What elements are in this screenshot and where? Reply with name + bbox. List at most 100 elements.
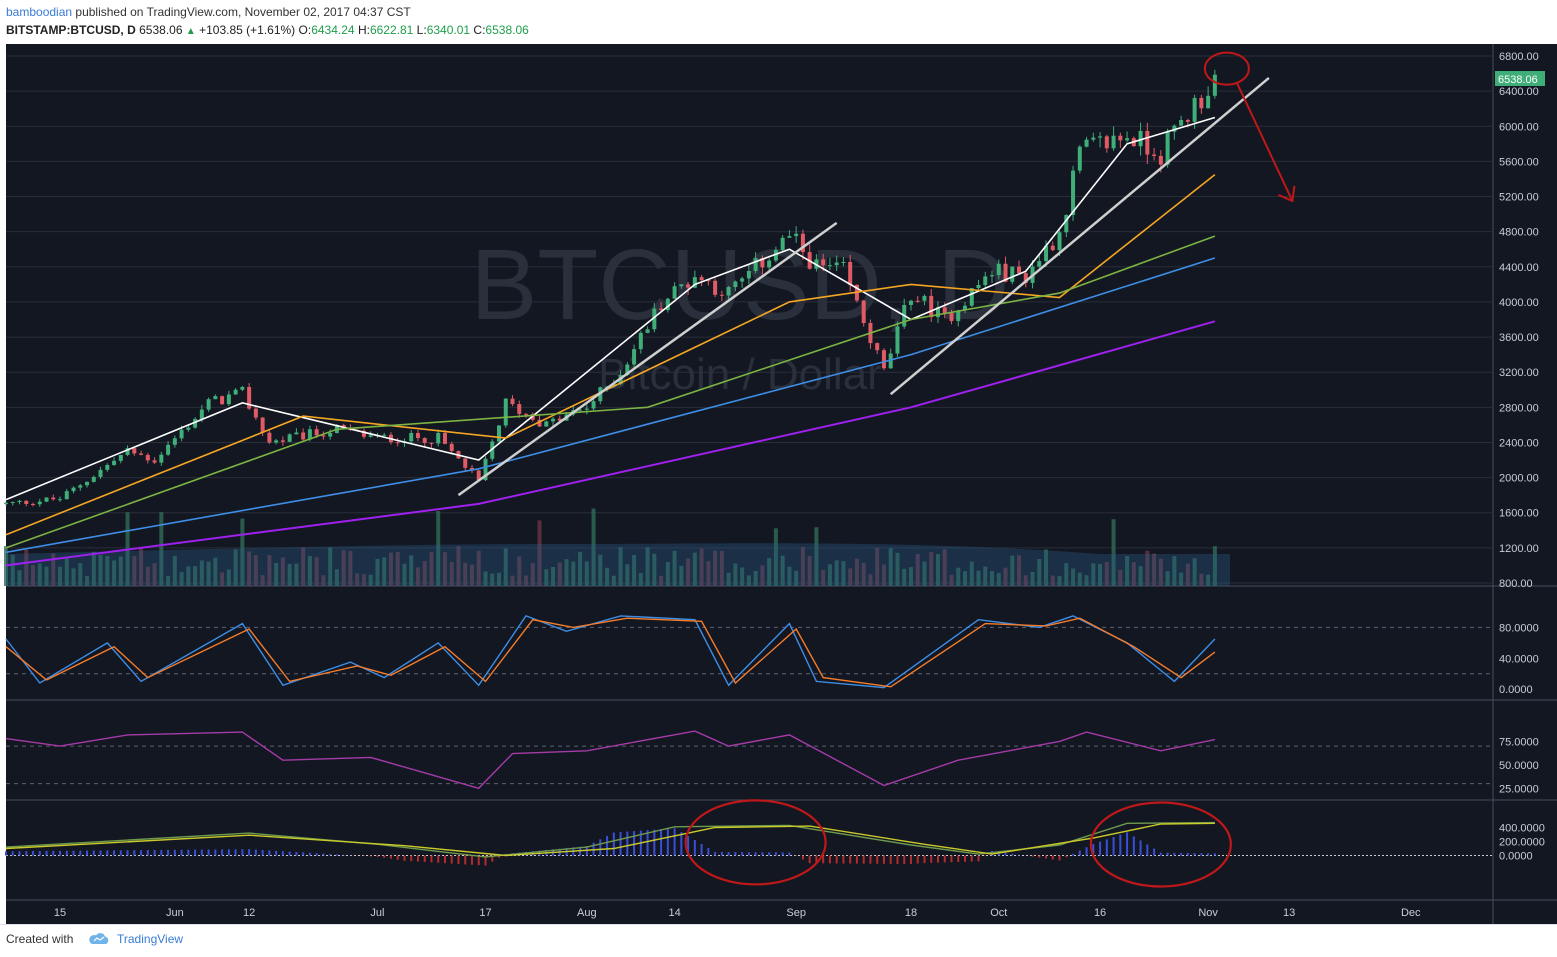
macd-histogram-bar bbox=[856, 856, 858, 864]
macd-histogram-bar bbox=[221, 849, 223, 855]
time-tick-label: Dec bbox=[1401, 907, 1421, 919]
macd-histogram-bar bbox=[289, 852, 291, 856]
indicator-tick-label: 400.0000 bbox=[1499, 823, 1545, 835]
price-tick-label: 6000.00 bbox=[1499, 121, 1539, 133]
candle-body bbox=[686, 284, 690, 287]
macd-histogram-bar bbox=[721, 852, 723, 856]
macd-histogram-bar bbox=[795, 856, 797, 857]
candle-body bbox=[328, 433, 332, 437]
candle-body bbox=[949, 313, 953, 321]
candle-body bbox=[544, 421, 548, 426]
candle-body bbox=[132, 448, 136, 453]
macd-histogram-bar bbox=[73, 851, 75, 856]
watermark-name: Bitcoin / Dollar bbox=[598, 350, 882, 399]
macd-histogram-bar bbox=[964, 856, 966, 862]
candle-body bbox=[781, 238, 785, 250]
candle-body bbox=[990, 275, 994, 276]
candle-body bbox=[713, 281, 717, 295]
macd-histogram-bar bbox=[984, 856, 986, 857]
macd-histogram-bar bbox=[93, 851, 95, 856]
candle-body bbox=[504, 399, 508, 426]
candle-body bbox=[146, 455, 150, 460]
macd-histogram-bar bbox=[876, 856, 878, 864]
macd-histogram-bar bbox=[1160, 853, 1162, 856]
candle-body bbox=[1098, 136, 1102, 137]
price-tick-label: 6400.00 bbox=[1499, 86, 1539, 98]
macd-histogram-bar bbox=[133, 850, 135, 855]
macd-histogram-bar bbox=[1153, 849, 1155, 856]
time-tick-label: Sep bbox=[786, 907, 806, 919]
candle-body bbox=[321, 435, 325, 436]
macd-histogram-bar bbox=[829, 856, 831, 864]
candle-body bbox=[1199, 98, 1203, 108]
price-tick-label: 5600.00 bbox=[1499, 156, 1539, 168]
chart-area[interactable]: 6800.006400.006000.005600.005200.004800.… bbox=[0, 44, 1557, 924]
price-tick-label: 800.00 bbox=[1499, 578, 1533, 590]
macd-histogram-bar bbox=[633, 831, 635, 855]
macd-histogram-bar bbox=[836, 856, 838, 864]
macd-histogram-bar bbox=[397, 856, 399, 860]
candle-body bbox=[700, 277, 704, 280]
candle-body bbox=[45, 498, 49, 502]
macd-histogram-bar bbox=[606, 836, 608, 856]
macd-histogram-bar bbox=[1086, 847, 1088, 855]
candle-body bbox=[119, 455, 123, 461]
candle-body bbox=[517, 404, 521, 414]
macd-histogram-bar bbox=[775, 852, 777, 855]
candle-body bbox=[153, 460, 157, 462]
macd-histogram-bar bbox=[309, 853, 311, 856]
candle-body bbox=[747, 271, 751, 278]
macd-histogram-bar bbox=[1207, 853, 1209, 855]
macd-histogram-bar bbox=[464, 856, 466, 865]
time-tick-label: Jul bbox=[370, 907, 384, 919]
candle-body bbox=[1105, 136, 1109, 148]
macd-histogram-bar bbox=[1180, 853, 1182, 856]
macd-histogram-bar bbox=[275, 851, 277, 856]
candle-body bbox=[862, 301, 866, 323]
candle-body bbox=[1091, 138, 1095, 140]
candle-body bbox=[929, 296, 933, 317]
candle-body bbox=[841, 262, 845, 263]
open-label: O: bbox=[299, 23, 312, 37]
candle-body bbox=[970, 288, 974, 306]
macd-histogram-bar bbox=[863, 856, 865, 864]
time-tick-label: Jun bbox=[166, 907, 184, 919]
macd-histogram-bar bbox=[140, 850, 142, 855]
macd-histogram-bar bbox=[849, 856, 851, 864]
macd-histogram-bar bbox=[1079, 851, 1081, 856]
macd-histogram-bar bbox=[5, 851, 7, 855]
macd-histogram-bar bbox=[403, 856, 405, 861]
macd-histogram-bar bbox=[25, 851, 27, 855]
author-link[interactable]: bamboodian bbox=[6, 5, 72, 19]
price-tick-label: 1200.00 bbox=[1499, 543, 1539, 555]
candle-body bbox=[943, 307, 947, 313]
macd-histogram-bar bbox=[1018, 855, 1020, 856]
macd-histogram-bar bbox=[255, 850, 257, 856]
candle-body bbox=[58, 499, 62, 500]
macd-histogram-bar bbox=[383, 856, 385, 858]
macd-histogram-bar bbox=[660, 829, 662, 855]
close-label: C: bbox=[473, 23, 485, 37]
macd-histogram-bar bbox=[694, 840, 696, 855]
candle-body bbox=[835, 263, 839, 266]
macd-histogram-bar bbox=[957, 856, 959, 863]
tradingview-brand-link[interactable]: TradingView bbox=[117, 932, 183, 946]
price-tick-label: 1600.00 bbox=[1499, 508, 1539, 520]
macd-histogram-bar bbox=[241, 849, 243, 855]
macd-histogram-bar bbox=[127, 850, 129, 855]
macd-histogram-bar bbox=[890, 856, 892, 864]
macd-histogram-bar bbox=[741, 852, 743, 855]
candle-body bbox=[396, 442, 400, 443]
macd-histogram-bar bbox=[12, 851, 14, 855]
price-tick-label: 2000.00 bbox=[1499, 473, 1539, 485]
indicator-tick-label: 80.0000 bbox=[1499, 622, 1539, 634]
candle-body bbox=[301, 432, 305, 439]
candle-body bbox=[1152, 155, 1156, 156]
candle-body bbox=[592, 401, 596, 408]
macd-histogram-bar bbox=[19, 851, 21, 855]
macd-histogram-bar bbox=[39, 851, 41, 855]
candle-body bbox=[983, 276, 987, 285]
macd-histogram-bar bbox=[917, 856, 919, 864]
time-tick-label: 12 bbox=[243, 907, 255, 919]
candle-body bbox=[895, 326, 899, 353]
